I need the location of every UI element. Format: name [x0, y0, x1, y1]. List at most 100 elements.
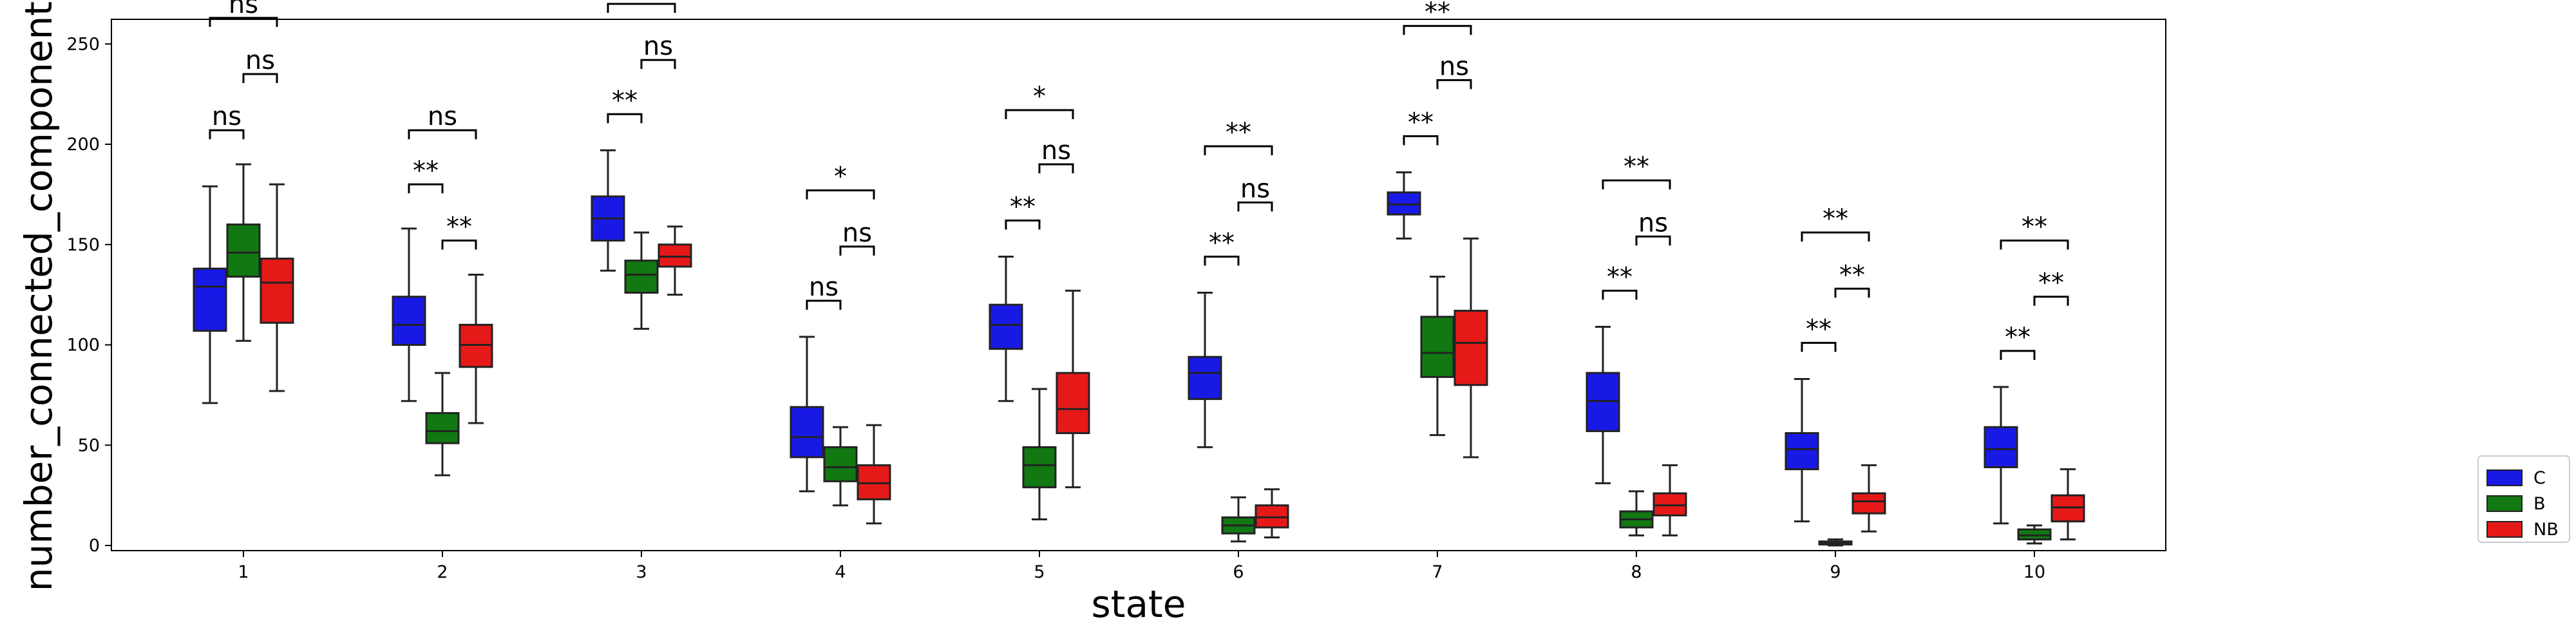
- box-B-state-5: [1022, 388, 1057, 521]
- significance-label: **: [2005, 323, 2031, 352]
- box-NB-state-1: [260, 183, 294, 392]
- box-C-state-7: [1387, 171, 1421, 240]
- bracket-line: [1436, 79, 1472, 90]
- box-NB-state-5: [1056, 289, 1090, 489]
- box-C-state-4: [790, 336, 824, 493]
- significance-label: ns: [212, 102, 242, 131]
- significance-label: ns: [643, 32, 673, 61]
- significance-label: ns: [229, 0, 258, 19]
- bracket-line: [839, 245, 875, 256]
- box-NB-state-10: [2050, 468, 2085, 541]
- significance-label: ns: [245, 46, 275, 75]
- bracket-line: [806, 299, 842, 310]
- box-body: [658, 243, 692, 268]
- significance-label: **: [1607, 262, 1633, 292]
- x-axis: 1 2 3 4 5 6 7 8 9 10: [238, 551, 2045, 582]
- significance-label: **: [1209, 228, 1235, 258]
- bracket-line: [1635, 235, 1671, 246]
- box-C-state-8: [1586, 325, 1620, 484]
- box-body: [2017, 528, 2052, 541]
- bracket-line: [1038, 163, 1074, 174]
- box-series: [193, 149, 2085, 547]
- x-tick-label: 9: [1830, 562, 1841, 582]
- box-NB-state-4: [857, 424, 891, 525]
- significance-bracket: ns: [1237, 174, 1273, 212]
- significance-bracket: **: [2033, 269, 2069, 306]
- box-B-state-4: [823, 426, 858, 507]
- box-body: [1785, 432, 1819, 471]
- significance-bracket: **: [1801, 314, 1837, 352]
- box-body: [1420, 316, 1455, 378]
- significance-bracket: **: [2000, 213, 2069, 250]
- significance-bracket: ns: [242, 46, 278, 83]
- significance-bracket: ns: [1635, 208, 1671, 246]
- box-C-state-10: [1984, 386, 2018, 525]
- box-body: [425, 412, 460, 444]
- box-B-state-1: [226, 163, 261, 342]
- bracket-line: [1237, 201, 1273, 212]
- significance-bracket: ns: [408, 102, 477, 140]
- x-tick-label: 8: [1631, 562, 1642, 582]
- box-body: [392, 296, 426, 346]
- bracket-line: [2033, 296, 2069, 306]
- significance-bracket: **: [408, 156, 444, 194]
- bracket-line: [1801, 231, 1870, 242]
- bracket-line: [1403, 135, 1439, 146]
- box-body: [1056, 372, 1090, 435]
- bracket-line: [408, 183, 444, 194]
- y-tick-label: 150: [66, 235, 100, 255]
- significance-label: **: [1806, 314, 1832, 344]
- bracket-line: [408, 129, 477, 140]
- box-body: [260, 258, 294, 324]
- significance-bracket: ns: [209, 102, 245, 140]
- y-tick-label: 50: [78, 435, 100, 455]
- significance-label: **: [612, 86, 638, 115]
- box-body: [1984, 426, 2018, 469]
- box-B-state-10: [2017, 524, 2052, 545]
- bracket-line: [441, 240, 477, 250]
- significance-label: *: [635, 0, 648, 5]
- significance-label: ns: [1638, 208, 1668, 238]
- x-tick-label: 3: [636, 562, 647, 582]
- box-C-state-9: [1785, 377, 1819, 523]
- significance-bracket: **: [1834, 260, 1870, 298]
- significance-bracket: *: [1005, 82, 1074, 120]
- significance-label: ns: [1439, 52, 1469, 81]
- significance-label: **: [1226, 118, 1251, 147]
- bracket-line: [209, 129, 245, 140]
- bracket-line: [2000, 350, 2036, 360]
- box-body: [1454, 310, 1488, 386]
- significance-bracket: ns: [209, 0, 278, 27]
- box-body: [459, 323, 493, 368]
- plot-frame: [111, 19, 2166, 551]
- box-body: [989, 303, 1023, 350]
- y-tick-label: 200: [66, 135, 100, 155]
- box-body: [1188, 355, 1222, 401]
- bracket-line: [1204, 255, 1240, 266]
- bracket-line: [806, 189, 875, 200]
- significance-label: ns: [1240, 174, 1270, 204]
- bracket-line: [640, 59, 676, 70]
- significance-label: ns: [1041, 136, 1071, 166]
- y-tick-label: 0: [89, 536, 100, 556]
- x-tick-label: 2: [437, 562, 448, 582]
- bracket-line: [1834, 287, 1870, 298]
- significance-bracket: *: [806, 162, 875, 200]
- x-tick-label: 1: [238, 562, 249, 582]
- significance-bracket: ns: [1436, 52, 1472, 90]
- bracket-line: [607, 113, 643, 124]
- box-B-state-3: [624, 231, 659, 330]
- box-B-state-2: [425, 372, 460, 477]
- legend-label-NB: NB: [2533, 520, 2559, 540]
- significance-label: **: [1010, 192, 1036, 222]
- bracket-line: [1602, 179, 1671, 190]
- box-C-state-3: [591, 149, 625, 272]
- box-body: [790, 406, 824, 459]
- significance-bracket: **: [2000, 323, 2036, 360]
- bracket-line: [2000, 240, 2069, 250]
- box-body: [1255, 504, 1289, 529]
- box-body: [1653, 492, 1687, 516]
- y-axis: 0 50 100 150 200 250: [66, 34, 111, 556]
- significance-bracket: **: [441, 213, 477, 250]
- box-body: [1022, 446, 1057, 489]
